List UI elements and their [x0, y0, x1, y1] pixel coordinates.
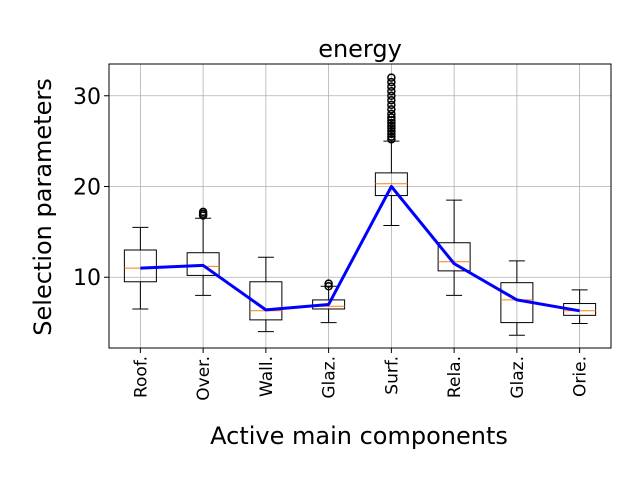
outlier-point [387, 96, 396, 105]
outlier-point [387, 129, 396, 139]
outlier-point [387, 132, 396, 141]
x-tick-label: Rela. [445, 356, 465, 398]
box-series [123, 73, 597, 336]
chart-title: energy [318, 35, 402, 63]
trend-line-series [140, 184, 580, 313]
outlier-point [387, 77, 396, 87]
x-tick-label: Wall. [257, 356, 277, 397]
plot-area-frame [108, 63, 612, 349]
outlier-point [387, 73, 396, 82]
outlier-point [387, 86, 396, 96]
outlier-point [387, 124, 396, 133]
outlier-point [387, 109, 396, 119]
x-tick-label: Glaz. [508, 356, 528, 399]
box-5 [374, 73, 408, 227]
box-iqr [123, 249, 157, 283]
outlier-point [387, 113, 396, 122]
outlier-point [387, 126, 396, 136]
outlier-point [387, 100, 396, 110]
outlier-point [387, 82, 396, 91]
x-axis-label: Active main components [210, 422, 508, 450]
outlier-point [387, 118, 396, 128]
outlier-point [387, 135, 396, 144]
outlier-point [198, 207, 208, 217]
y-tick-label: 20 [73, 175, 101, 200]
x-tick-label: Glaz. [320, 356, 340, 399]
trend-line [140, 184, 580, 313]
outlier-point [324, 282, 333, 291]
grid-lines [109, 64, 611, 348]
outlier-point [387, 105, 396, 114]
x-axis-ticks: Roof. Over. Wall. Glaz. Surf. Rela. Glaz. Orie. [131, 348, 591, 401]
y-tick-label: 30 [73, 85, 101, 110]
y-axis-ticks: 10 20 30 [73, 85, 109, 291]
box-iqr [186, 252, 220, 276]
box-iqr [437, 242, 471, 272]
outlier-point [387, 121, 396, 130]
box-2 [186, 207, 220, 296]
outlier-point [324, 279, 333, 288]
y-axis-label: Selection parameters [29, 78, 57, 335]
x-tick-label: Surf. [382, 356, 402, 395]
outlier-point [387, 91, 396, 101]
x-tick-label: Orie. [571, 356, 591, 397]
box-1 [123, 226, 157, 310]
x-tick-label: Over. [194, 356, 214, 401]
x-tick-label: Roof. [131, 356, 151, 398]
box-iqr [249, 281, 283, 321]
y-tick-label: 10 [73, 266, 101, 291]
